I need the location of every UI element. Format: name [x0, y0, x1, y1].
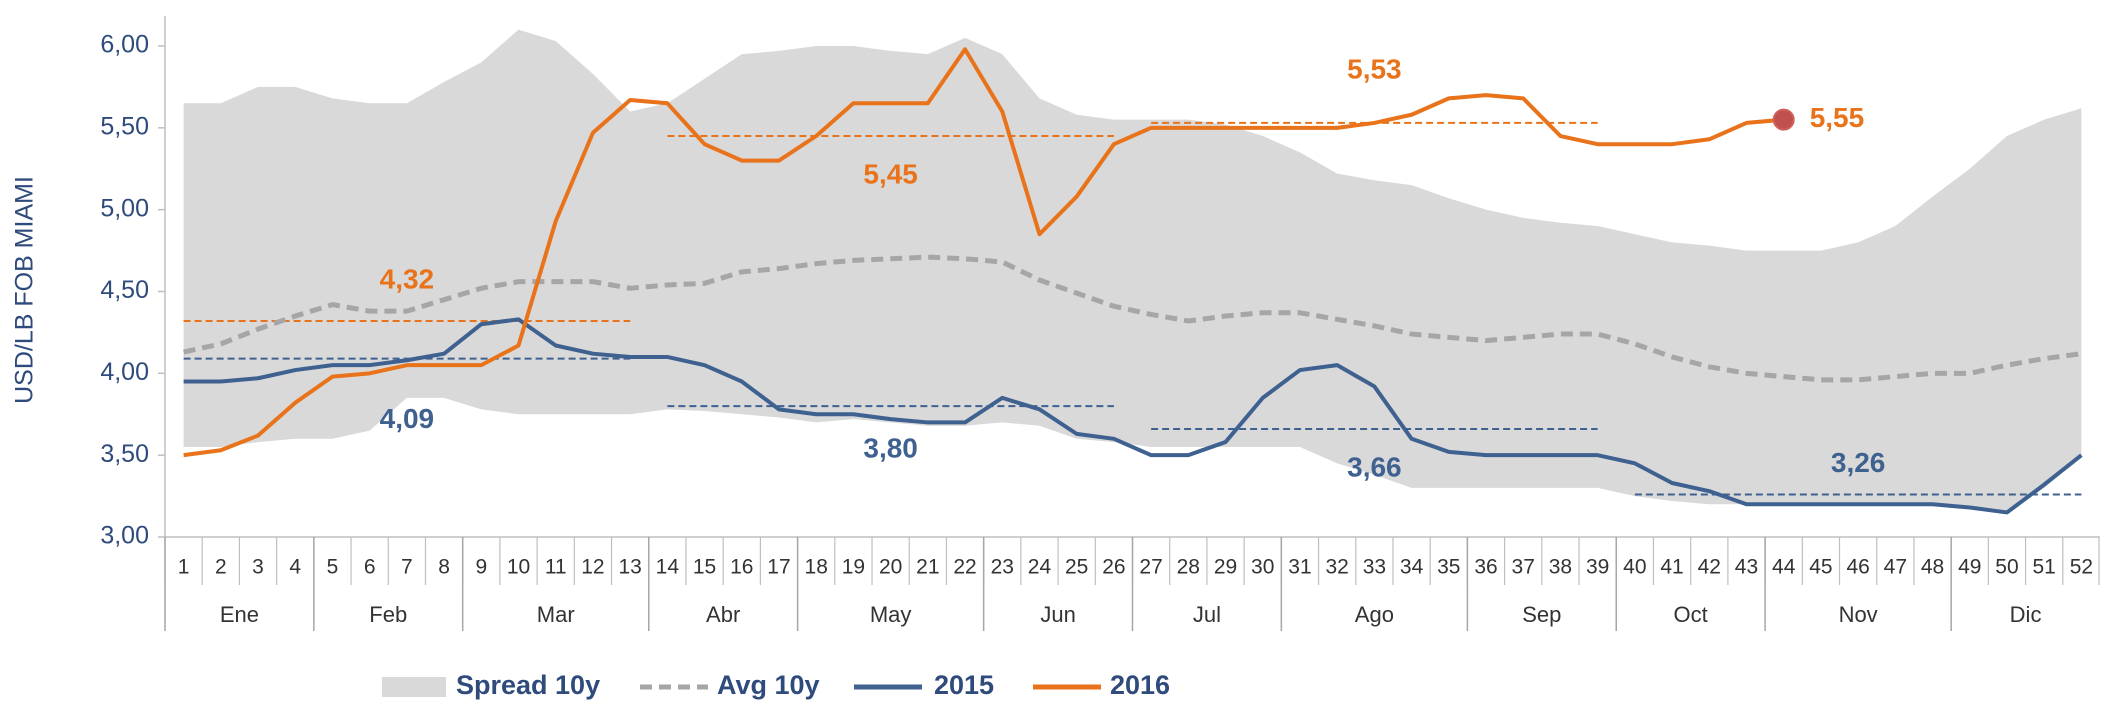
x-tick-label: 41 — [1660, 556, 1683, 579]
x-tick-label: 28 — [1177, 556, 1200, 579]
y-tick-label: 3,00 — [100, 522, 149, 550]
x-tick-label: 42 — [1698, 556, 1721, 579]
x-tick-label: 27 — [1139, 556, 1162, 579]
x-tick-label: 38 — [1549, 556, 1572, 579]
month-label: Abr — [706, 602, 740, 627]
x-tick-label: 22 — [953, 556, 976, 579]
x-tick-label: 3 — [252, 556, 264, 579]
x-tick-label: 1 — [178, 556, 190, 579]
x-tick-label: 10 — [507, 556, 530, 579]
x-tick-label: 43 — [1735, 556, 1758, 579]
x-tick-label: 45 — [1809, 556, 1832, 579]
x-tick-label: 49 — [1958, 556, 1981, 579]
x-tick-label: 9 — [475, 556, 487, 579]
x-tick-label: 35 — [1437, 556, 1460, 579]
average-label: 3,80 — [863, 432, 918, 463]
average-label: 5,53 — [1347, 53, 1402, 84]
x-tick-label: 2 — [215, 556, 227, 579]
month-label: Jun — [1040, 602, 1075, 627]
series-line — [183, 47, 1784, 458]
x-tick-label: 26 — [1102, 556, 1125, 579]
legend-label: Avg 10y — [717, 670, 820, 700]
x-tick-label: 8 — [438, 556, 450, 579]
x-tick-label: 36 — [1474, 556, 1497, 579]
month-label: Nov — [1839, 602, 1878, 627]
x-tick-label: 6 — [364, 556, 376, 579]
average-label: 4,32 — [380, 263, 435, 294]
x-tick-label: 37 — [1512, 556, 1535, 579]
x-tick-label: 4 — [289, 556, 301, 579]
month-label: Ago — [1355, 602, 1394, 627]
y-tick-label: 5,50 — [100, 112, 149, 140]
x-tick-label: 48 — [1921, 556, 1944, 579]
x-tick-label: 11 — [545, 556, 567, 579]
month-label: Sep — [1522, 602, 1561, 627]
x-tick-label: 25 — [1065, 556, 1088, 579]
x-tick-label: 50 — [1995, 556, 2018, 579]
x-tick-label: 19 — [842, 556, 865, 579]
x-tick-label: 23 — [991, 556, 1014, 579]
x-tick-label: 12 — [581, 556, 604, 579]
x-tick-label: 13 — [618, 556, 641, 579]
legend-label: 2015 — [934, 670, 994, 700]
x-tick-label: 14 — [656, 556, 680, 579]
x-tick-label: 30 — [1251, 556, 1274, 579]
y-tick-label: 4,00 — [100, 358, 149, 386]
x-tick-label: 18 — [805, 556, 828, 579]
y-tick-label: 5,00 — [100, 194, 149, 222]
legend-label: Spread 10y — [456, 670, 600, 700]
x-tick-label: 31 — [1288, 556, 1311, 579]
x-tick-label: 34 — [1400, 556, 1424, 579]
x-tick-label: 32 — [1325, 556, 1348, 579]
highlight-label: 5,55 — [1810, 102, 1865, 133]
x-tick-label: 5 — [327, 556, 339, 579]
x-tick-label: 29 — [1214, 556, 1237, 579]
x-tick-label: 40 — [1623, 556, 1646, 579]
x-tick-label: 47 — [1884, 556, 1907, 579]
series-line — [183, 317, 2083, 515]
month-label: Oct — [1674, 602, 1708, 627]
legend-label: 2016 — [1110, 670, 1170, 700]
x-tick-label: 52 — [2070, 556, 2093, 579]
month-label: Feb — [369, 602, 407, 627]
month-label: Ene — [220, 602, 259, 627]
month-label: Dic — [2010, 602, 2042, 627]
y-tick-label: 4,50 — [100, 276, 149, 304]
x-tick-label: 17 — [767, 556, 790, 579]
average-label: 3,26 — [1831, 447, 1886, 478]
x-tick-label: 7 — [401, 556, 413, 579]
y-axis-title: USD/LB FOB MIAMI — [11, 176, 39, 404]
avg-line — [183, 254, 2082, 383]
y-tick-label: 6,00 — [100, 31, 149, 59]
x-tick-label: 20 — [879, 556, 902, 579]
month-label: May — [870, 602, 912, 627]
month-label: Mar — [537, 602, 575, 627]
legend-swatch — [382, 677, 446, 697]
x-tick-label: 33 — [1363, 556, 1386, 579]
y-tick-label: 3,50 — [100, 440, 149, 468]
x-tick-label: 39 — [1586, 556, 1609, 579]
average-label: 4,09 — [380, 403, 435, 434]
x-tick-label: 24 — [1028, 556, 1052, 579]
x-tick-label: 44 — [1772, 556, 1796, 579]
x-tick-label: 15 — [693, 556, 716, 579]
average-label: 3,66 — [1347, 451, 1402, 482]
x-tick-label: 21 — [916, 556, 939, 579]
spread-area — [183, 29, 2082, 513]
month-label: Jul — [1193, 602, 1221, 627]
x-tick-label: 16 — [730, 556, 753, 579]
highlight-marker — [1772, 108, 1795, 131]
x-tick-label: 51 — [2033, 556, 2056, 579]
x-tick-label: 46 — [1846, 556, 1869, 579]
average-label: 5,45 — [863, 158, 918, 189]
